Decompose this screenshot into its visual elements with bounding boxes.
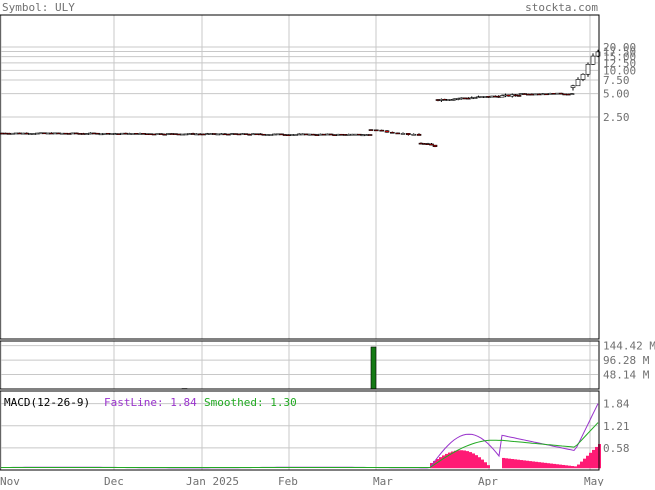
candle-body: [586, 64, 590, 74]
macd-histogram-bar: [478, 457, 481, 468]
candle-body: [401, 133, 405, 134]
macd-fastline: [1, 404, 598, 468]
price-tick-label: 2.50: [603, 111, 630, 124]
volume-tick-label: 144.42 M: [603, 340, 655, 353]
macd-histogram-bar: [553, 464, 556, 468]
candle-body: [591, 56, 595, 64]
macd-histogram-bar: [592, 450, 595, 468]
macd-histogram-bar: [580, 462, 583, 469]
macd-histogram-bar: [466, 451, 469, 468]
candle-body: [576, 79, 580, 85]
macd-histogram-bar: [502, 458, 505, 468]
macd-histogram-bar: [523, 460, 526, 468]
candle-body: [433, 145, 437, 147]
macd-histogram-bar: [526, 461, 529, 468]
fastline-legend: FastLine: 1.84: [104, 396, 197, 409]
macd-histogram-bar: [595, 447, 598, 468]
macd-histogram-bar: [520, 460, 523, 468]
macd-panel: [1, 404, 601, 469]
macd-histogram-bar: [535, 462, 538, 468]
symbol-label: Symbol: ULY: [2, 1, 75, 14]
macd-histogram-bar: [586, 456, 589, 469]
macd-histogram-bar: [460, 450, 463, 468]
macd-histogram-bar: [547, 463, 550, 468]
macd-tick-label: 0.58: [603, 442, 630, 455]
macd-histogram-bar: [583, 459, 586, 469]
macd-histogram-bar: [508, 459, 511, 469]
macd-histogram-bar: [532, 461, 535, 468]
candle-body: [417, 134, 421, 135]
month-label: Apr: [478, 475, 498, 486]
price-candles: [0, 50, 600, 147]
macd-histogram-bar: [577, 465, 580, 469]
volume-bars: [182, 347, 376, 389]
site-label: stockta.com: [525, 1, 598, 14]
candle-body: [385, 131, 389, 133]
month-label: Jan 2025: [186, 475, 239, 486]
macd-histogram-bar: [529, 461, 532, 468]
volume-tick-label: 96.28 M: [603, 354, 650, 367]
candle-body: [517, 95, 521, 96]
candle-body: [396, 133, 400, 134]
macd-histogram-bar: [475, 455, 478, 468]
macd-tick-label: 1.21: [603, 420, 630, 433]
month-label: Nov: [0, 475, 20, 486]
macd-histogram-bar: [457, 450, 460, 468]
macd-histogram-bar: [589, 453, 592, 468]
volume-panel-frame: [0, 341, 599, 389]
macd-histogram-bar: [559, 465, 562, 469]
smoothed-legend: Smoothed: 1.30: [204, 396, 297, 409]
macd-histogram-bar: [481, 460, 484, 469]
macd-histogram-bar: [538, 462, 541, 468]
candle-body: [390, 132, 394, 133]
macd-histogram-bar: [469, 452, 472, 468]
macd-histogram-bar: [484, 462, 487, 468]
candle-body: [412, 134, 416, 135]
candle-body: [581, 74, 585, 79]
macd-histogram-bar: [487, 465, 490, 468]
grid-layer: [1, 15, 598, 470]
macd-histogram-bar: [505, 458, 508, 468]
macd-histogram-bar: [514, 459, 517, 468]
price-tick-label: 5.00: [603, 88, 630, 101]
candle-body: [571, 86, 575, 88]
macd-histogram-bar: [454, 451, 457, 468]
volume-tick-label: 48.14 M: [603, 369, 650, 382]
macd-histogram-bar: [472, 453, 475, 468]
macd-histogram-bar: [439, 457, 442, 468]
macd-histogram-bar: [541, 463, 544, 469]
month-label: Dec: [104, 475, 124, 486]
candle-body: [374, 130, 378, 131]
macd-title: MACD(12-26-9): [4, 396, 90, 409]
volume-bar: [371, 347, 376, 389]
macd-histogram-bar: [511, 459, 514, 468]
price-panel-frame: [0, 15, 599, 339]
macd-tick-label: 1.84: [603, 398, 630, 411]
candle-body: [406, 133, 410, 134]
month-label: May: [584, 475, 604, 486]
macd-histogram-bar: [556, 464, 559, 468]
macd-histogram-bar: [562, 465, 565, 468]
macd-histogram-bar: [550, 464, 553, 469]
macd-histogram-bar: [565, 465, 568, 468]
macd-histogram-bar: [544, 463, 547, 468]
macd-histogram-bar: [463, 450, 466, 468]
candle-body: [368, 135, 372, 136]
candle-body: [570, 94, 574, 95]
month-label: Mar: [373, 475, 393, 486]
macd-histogram-bar: [574, 466, 577, 468]
macd-histogram-bar: [571, 466, 574, 468]
macd-histogram-bar: [517, 460, 520, 469]
macd-histogram-bar: [568, 466, 571, 469]
candle-body: [380, 130, 384, 131]
month-label: Feb: [278, 475, 298, 486]
candle-body: [369, 130, 373, 131]
price-tick-label: 7.50: [603, 74, 630, 87]
